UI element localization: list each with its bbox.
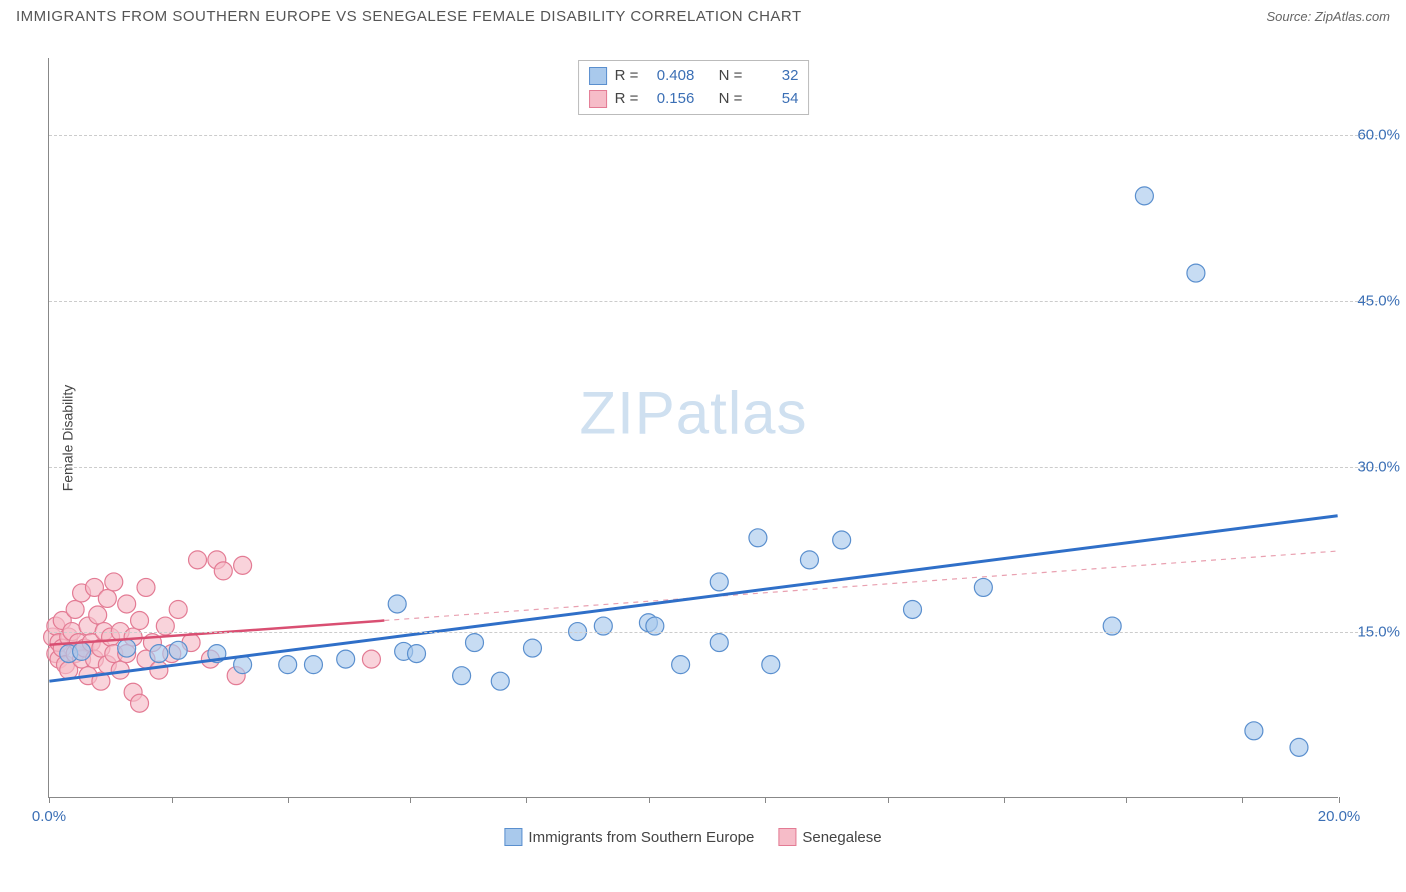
data-point	[89, 606, 107, 624]
data-point	[214, 562, 232, 580]
data-point	[279, 656, 297, 674]
data-point	[169, 601, 187, 619]
data-point	[169, 641, 187, 659]
data-point	[234, 556, 252, 574]
data-point	[749, 529, 767, 547]
swatch-blue-icon	[504, 828, 522, 846]
legend-label-pink: Senegalese	[802, 829, 881, 846]
data-point	[337, 650, 355, 668]
x-tick	[49, 797, 50, 803]
data-point	[974, 578, 992, 596]
data-point	[362, 650, 380, 668]
x-tick	[888, 797, 889, 803]
data-point	[1135, 187, 1153, 205]
data-point	[672, 656, 690, 674]
data-point	[710, 634, 728, 652]
x-tick	[649, 797, 650, 803]
legend-bottom: Immigrants from Southern Europe Senegale…	[504, 828, 881, 846]
y-tick-label: 15.0%	[1357, 624, 1400, 641]
data-point	[131, 694, 149, 712]
swatch-pink-icon	[778, 828, 796, 846]
x-tick	[288, 797, 289, 803]
y-tick-label: 45.0%	[1357, 292, 1400, 309]
x-tick	[1339, 797, 1340, 803]
data-point	[105, 573, 123, 591]
legend-item-blue: Immigrants from Southern Europe	[504, 828, 754, 846]
x-tick	[172, 797, 173, 803]
legend-label-blue: Immigrants from Southern Europe	[528, 829, 754, 846]
chart-area: Female Disability ZIPatlas R = 0.408 N =…	[48, 58, 1338, 818]
x-tick-label: 0.0%	[32, 808, 66, 825]
data-point	[118, 639, 136, 657]
data-point	[904, 601, 922, 619]
data-point	[466, 634, 484, 652]
data-point	[118, 595, 136, 613]
x-tick	[1126, 797, 1127, 803]
trend-line	[384, 551, 1337, 620]
y-tick-label: 30.0%	[1357, 458, 1400, 475]
data-point	[66, 601, 84, 619]
x-tick	[526, 797, 527, 803]
data-point	[523, 639, 541, 657]
data-point	[762, 656, 780, 674]
x-tick	[765, 797, 766, 803]
trend-line	[49, 516, 1337, 681]
gridline	[49, 135, 1378, 136]
plot-svg	[49, 58, 1338, 797]
y-tick-label: 60.0%	[1357, 127, 1400, 144]
x-tick-label: 20.0%	[1318, 808, 1361, 825]
chart-header: IMMIGRANTS FROM SOUTHERN EUROPE VS SENEG…	[0, 0, 1406, 33]
data-point	[453, 667, 471, 685]
data-point	[131, 612, 149, 630]
data-point	[388, 595, 406, 613]
data-point	[150, 645, 168, 663]
data-point	[710, 573, 728, 591]
x-tick	[410, 797, 411, 803]
gridline	[49, 301, 1378, 302]
data-point	[73, 642, 91, 660]
chart-title: IMMIGRANTS FROM SOUTHERN EUROPE VS SENEG…	[16, 8, 802, 25]
plot-region: ZIPatlas R = 0.408 N = 32 R = 0.156 N = …	[48, 58, 1338, 798]
data-point	[1245, 722, 1263, 740]
data-point	[408, 645, 426, 663]
data-point	[98, 589, 116, 607]
data-point	[1290, 738, 1308, 756]
gridline	[49, 467, 1378, 468]
data-point	[304, 656, 322, 674]
data-point	[189, 551, 207, 569]
data-point	[491, 672, 509, 690]
x-tick	[1004, 797, 1005, 803]
gridline	[49, 632, 1378, 633]
data-point	[1187, 264, 1205, 282]
data-point	[137, 578, 155, 596]
data-point	[800, 551, 818, 569]
data-point	[150, 661, 168, 679]
legend-item-pink: Senegalese	[778, 828, 881, 846]
chart-source: Source: ZipAtlas.com	[1266, 9, 1390, 24]
x-tick	[1242, 797, 1243, 803]
data-point	[833, 531, 851, 549]
